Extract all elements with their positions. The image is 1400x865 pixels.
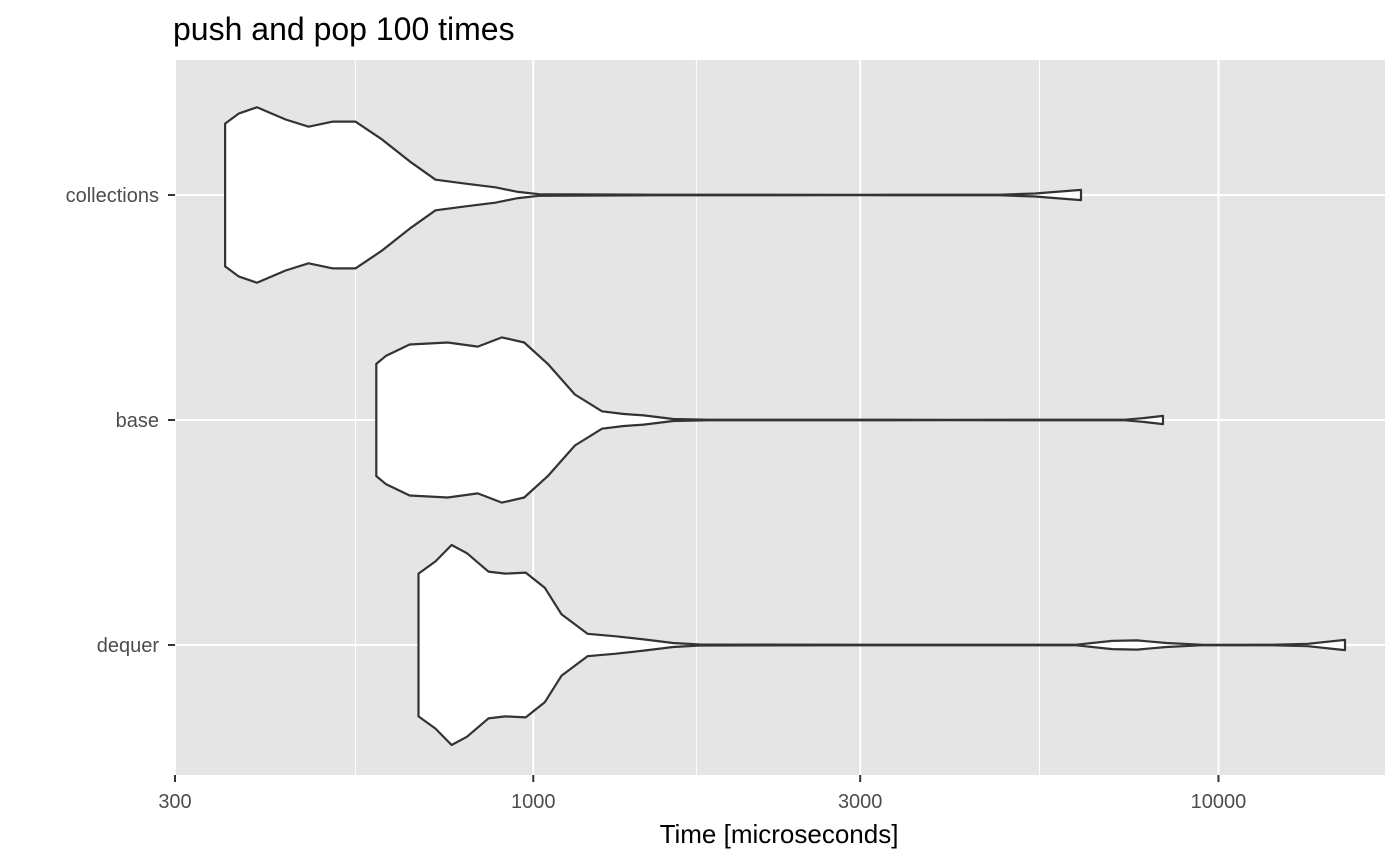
y-tick-label-dequer: dequer [97, 635, 160, 657]
y-tick-label-base: base [116, 410, 159, 432]
x-tick-label: 1000 [511, 791, 556, 813]
chart-title: push and pop 100 times [173, 11, 515, 47]
x-tick-label: 300 [158, 791, 191, 813]
axes: 300 1000 3000 10000 collections base dequer [66, 185, 1247, 813]
y-tick-label-collections: collections [66, 185, 159, 207]
x-axis-title: Time [microseconds] [660, 819, 899, 849]
x-tick-label: 10000 [1191, 791, 1247, 813]
violin-dequer [417, 543, 1347, 747]
x-tick-label: 3000 [838, 791, 883, 813]
violins [224, 106, 1347, 747]
violin-collections [224, 106, 1083, 284]
violin-base [375, 336, 1165, 504]
